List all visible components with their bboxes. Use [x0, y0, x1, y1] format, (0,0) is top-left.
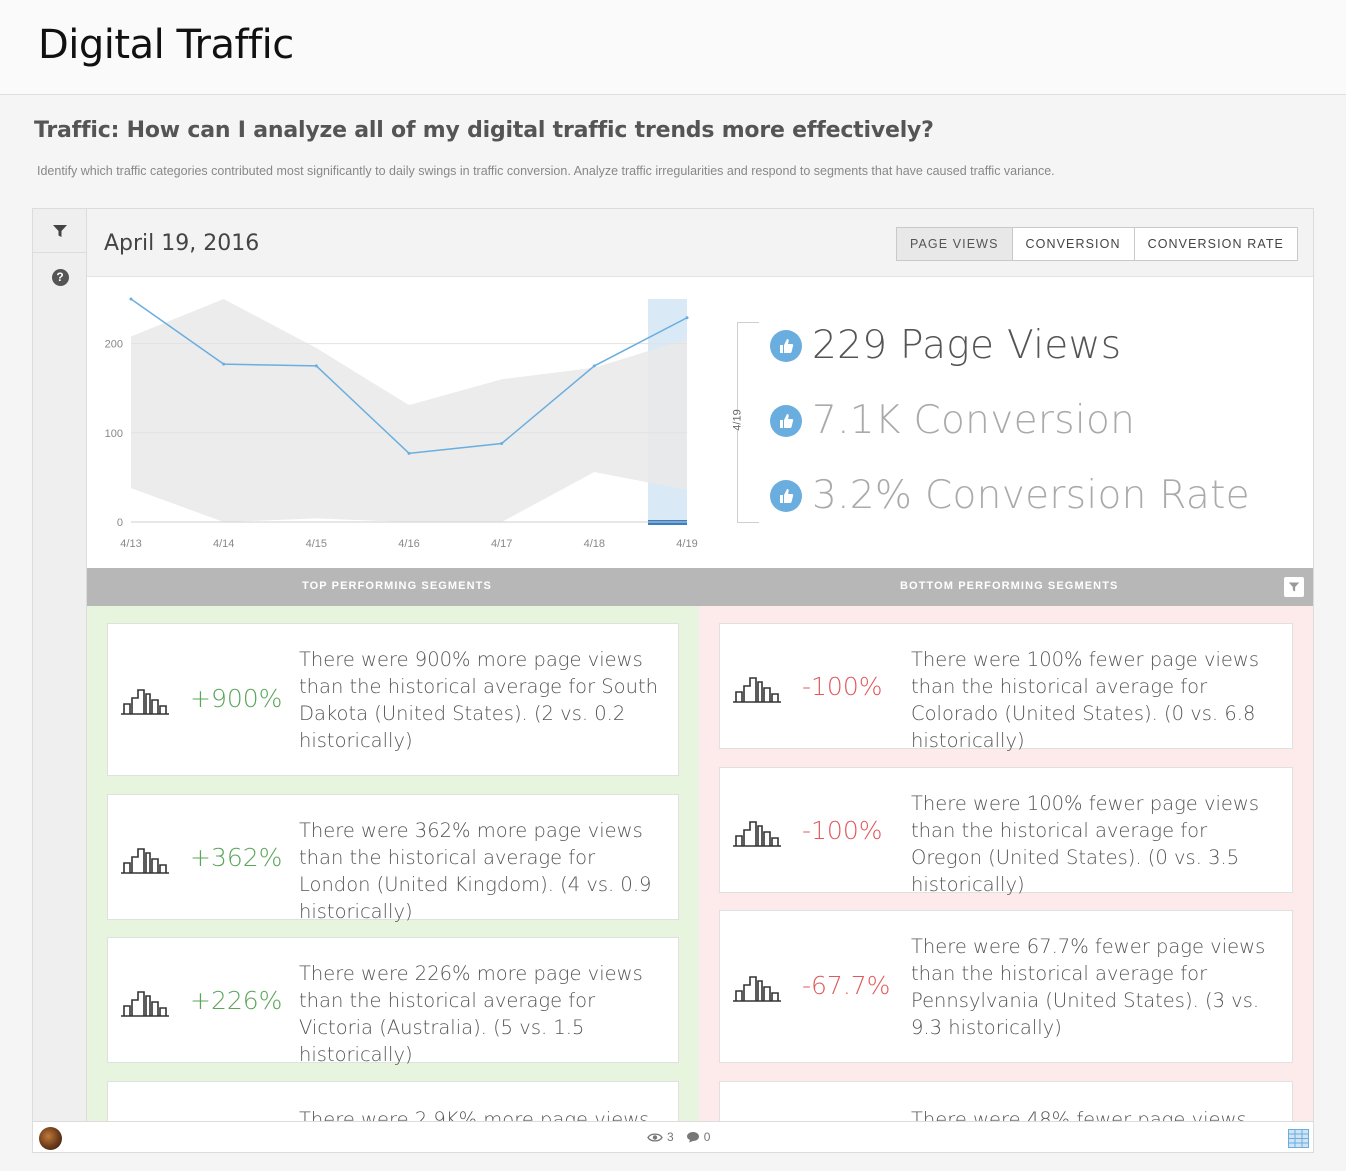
engagement-stats: 3 0	[647, 1130, 722, 1144]
data-point	[222, 362, 226, 366]
rail-filter-button[interactable]	[33, 209, 87, 253]
segment-description: There were 226% more page views than the…	[299, 962, 643, 1066]
data-point	[314, 364, 318, 368]
segment-description: There were 100% fewer page views than th…	[911, 792, 1260, 896]
segment-description: There were 67.7% fewer page views than t…	[911, 935, 1266, 1039]
avatar[interactable]	[39, 1127, 62, 1150]
kpi-date-label: 4/19	[729, 409, 746, 431]
segment-percent: -100%	[802, 672, 883, 701]
thumbs-up-icon	[770, 329, 802, 362]
trend-chart[interactable]: 0 100 200 4/13 4/14 4/15 4/16 4/17 4/18 4/19	[87, 277, 707, 568]
table-view-icon[interactable]	[1288, 1129, 1309, 1148]
selected-date: April 19, 2016	[104, 231, 260, 256]
y-tick-label: 100	[105, 428, 123, 440]
segment-percent: -100%	[802, 816, 883, 845]
tab-conversion[interactable]: CONVERSION	[1012, 228, 1135, 260]
segment-description: There were 900% more page views than the…	[299, 648, 658, 752]
x-tick-label: 4/16	[398, 538, 419, 550]
top-segments-title: TOP PERFORMING SEGMENTS	[302, 580, 492, 592]
y-tick-label: 0	[117, 517, 123, 529]
x-tick-label: 4/14	[213, 538, 234, 550]
city-skyline-icon	[733, 677, 781, 703]
segment-percent: +226%	[190, 986, 283, 1015]
segment-description: There were 2.9K% more page views	[299, 1108, 650, 1121]
segment-percent: +362%	[190, 843, 283, 872]
thumbs-up-icon	[770, 404, 802, 437]
x-tick-label: 4/17	[491, 538, 512, 550]
rail-help-button[interactable]: ?	[33, 255, 87, 299]
x-tick-label: 4/19	[676, 538, 697, 550]
data-point	[592, 364, 596, 368]
segment-description: There were 362% more page views than the…	[299, 819, 652, 923]
tab-conversion-rate[interactable]: CONVERSION RATE	[1134, 228, 1297, 260]
city-skyline-icon	[121, 991, 169, 1017]
kpi-conversion: 7.1K Conversion	[770, 398, 1135, 443]
segment-card[interactable]: -67.7% There were 67.7% fewer page views…	[719, 910, 1293, 1063]
bottom-segments-title: BOTTOM PERFORMING SEGMENTS	[900, 580, 1119, 592]
segment-percent: -67.7%	[802, 971, 891, 1000]
segment-card[interactable]: -100% There were 100% fewer page views t…	[719, 623, 1293, 752]
data-point	[500, 442, 504, 446]
data-point	[129, 297, 133, 301]
question-heading: Traffic: How can I analyze all of my dig…	[34, 118, 934, 143]
metric-tabs: PAGE VIEWS CONVERSION CONVERSION RATE	[895, 227, 1298, 261]
segment-card[interactable]: +900% There were 900% more page views th…	[107, 623, 679, 776]
comment-icon	[686, 1132, 699, 1143]
segment-description: There were 48% fewer page views than	[911, 1108, 1247, 1121]
question-description: Identify which traffic categories contri…	[37, 164, 1055, 178]
page-header: Digital Traffic	[0, 0, 1346, 95]
kpi-text: 3.2% Conversion Rate	[812, 473, 1250, 518]
city-skyline-icon	[121, 689, 169, 715]
city-skyline-icon	[733, 821, 781, 847]
city-skyline-icon	[121, 848, 169, 874]
city-skyline-icon	[733, 976, 781, 1002]
panel-top-bar: April 19, 2016 PAGE VIEWS CONVERSION CON…	[87, 209, 1313, 277]
question-icon: ?	[51, 268, 69, 286]
data-point	[407, 451, 411, 455]
page-title: Digital Traffic	[38, 22, 294, 68]
funnel-icon	[53, 224, 67, 237]
kpi-page-views: 229 Page Views	[770, 323, 1121, 368]
kpi-text: 229 Page Views	[812, 323, 1122, 368]
tab-page-views[interactable]: PAGE VIEWS	[896, 228, 1013, 260]
segments-header: TOP PERFORMING SEGMENTS BOTTOM PERFORMIN…	[87, 568, 1313, 606]
eye-icon	[647, 1132, 663, 1142]
y-tick-label: 200	[105, 339, 123, 351]
segment-card[interactable]: There were 2.9K% more page views	[107, 1081, 679, 1121]
segment-percent: +900%	[190, 684, 283, 713]
top-segments-column: +900% There were 900% more page views th…	[87, 606, 699, 1121]
thumbs-up-icon	[770, 479, 802, 512]
segment-card[interactable]: -100% There were 100% fewer page views t…	[719, 767, 1293, 896]
historical-range-band	[131, 299, 687, 522]
panel-footer: 3 0	[33, 1121, 1313, 1152]
kpi-text: 7.1K Conversion	[812, 398, 1136, 443]
x-tick-label: 4/15	[306, 538, 327, 550]
insight-panel: ? April 19, 2016 PAGE VIEWS CONVERSION C…	[32, 208, 1314, 1153]
comments-count: 0	[703, 1130, 711, 1144]
side-rail: ?	[33, 209, 87, 1121]
funnel-icon	[1288, 582, 1300, 592]
segments-filter-button[interactable]	[1284, 577, 1304, 597]
x-tick-label: 4/18	[584, 538, 605, 550]
bottom-segments-column: -100% There were 100% fewer page views t…	[699, 606, 1313, 1121]
segment-description: There were 100% fewer page views than th…	[911, 648, 1260, 752]
segment-card[interactable]: There were 48% fewer page views than	[719, 1081, 1293, 1121]
kpi-conversion-rate: 3.2% Conversion Rate	[770, 473, 1250, 518]
city-skyline-icon	[732, 1114, 782, 1121]
segment-card[interactable]: +226% There were 226% more page views th…	[107, 937, 679, 1066]
views-count: 3	[667, 1130, 674, 1144]
chart-area: 0 100 200 4/13 4/14 4/15 4/16 4/17 4/18 4/19 4/19…	[87, 277, 1313, 568]
segment-card[interactable]: +362% There were 362% more page views th…	[107, 794, 679, 923]
x-tick-label: 4/13	[120, 538, 141, 550]
data-point	[685, 316, 689, 320]
